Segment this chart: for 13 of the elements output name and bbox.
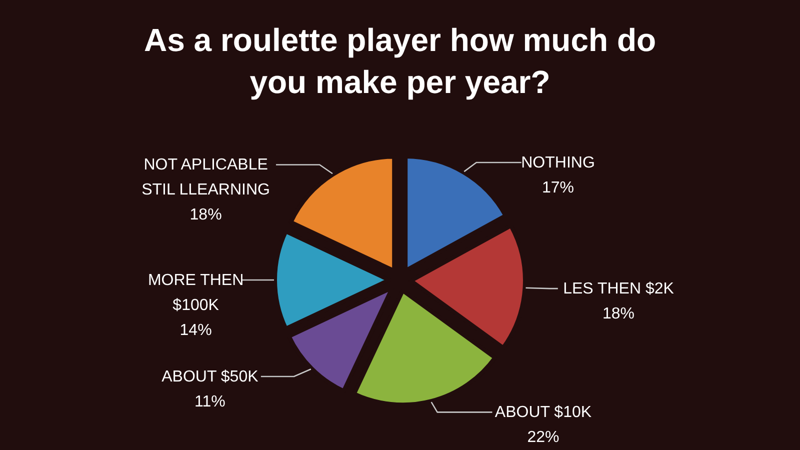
slice-label: NOTHING [521, 154, 595, 172]
data-label: 18% [602, 306, 635, 323]
slice-label: MORE THEN $100K [148, 272, 244, 314]
chart-title: As a roulette player how much do you make per year? [144, 22, 656, 100]
data-label: 22% [527, 429, 560, 446]
slice-label: ABOUT $50K [162, 368, 259, 386]
data-label: 17% [542, 180, 574, 197]
data-label: 18% [190, 206, 222, 224]
slice-label: ABOUT $10K [494, 404, 592, 422]
slice-label: LES THEN $2K [563, 280, 674, 298]
data-label: 11% [194, 394, 226, 411]
data-label: 14% [180, 322, 212, 339]
slice-label: NOT APLICABLE STIL LLEARNING [142, 156, 270, 199]
